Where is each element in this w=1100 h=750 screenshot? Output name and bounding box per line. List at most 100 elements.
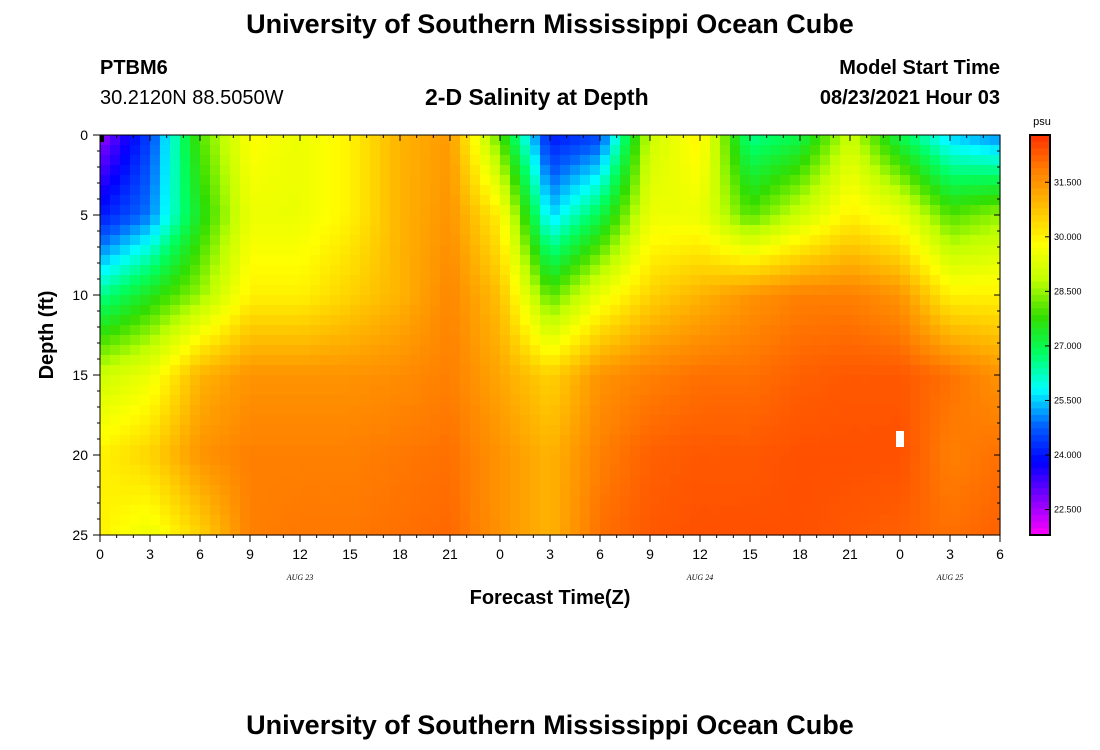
heatmap-cell (470, 515, 481, 526)
heatmap-cell (690, 315, 701, 326)
heatmap-cell (440, 375, 451, 386)
heatmap-cell (930, 225, 941, 236)
heatmap-cell (420, 255, 431, 266)
heatmap-cell (580, 185, 591, 196)
heatmap-cell (350, 215, 361, 226)
heatmap-cell (620, 185, 631, 196)
heatmap-cell (350, 355, 361, 366)
heatmap-cell (660, 275, 671, 286)
heatmap-cell (200, 325, 211, 336)
heatmap-cell (220, 205, 231, 216)
heatmap-cell (240, 375, 251, 386)
heatmap-cell (660, 345, 671, 356)
heatmap-cell (400, 415, 411, 426)
heatmap-cell (890, 335, 901, 346)
heatmap-cell (870, 325, 881, 336)
heatmap-cell (150, 235, 161, 246)
heatmap-cell (540, 425, 551, 436)
heatmap-cell (660, 395, 671, 406)
heatmap-cell (430, 375, 441, 386)
colorbar-swatch (1030, 188, 1050, 196)
heatmap-cell (290, 165, 301, 176)
heatmap-cell (110, 315, 121, 326)
heatmap-cell (140, 465, 151, 476)
heatmap-cell (160, 405, 171, 416)
heatmap-cell (420, 295, 431, 306)
colorbar-swatch (1030, 515, 1050, 523)
heatmap-cell (760, 455, 771, 466)
heatmap-cell (610, 475, 621, 486)
heatmap-cell (570, 205, 581, 216)
heatmap-cell (170, 305, 181, 316)
heatmap-cell (300, 415, 311, 426)
heatmap-cell (220, 155, 231, 166)
heatmap-cell (710, 145, 721, 156)
heatmap-cell (400, 265, 411, 276)
heatmap-cell (860, 315, 871, 326)
heatmap-cell (680, 315, 691, 326)
heatmap-cell (640, 155, 651, 166)
heatmap-cell (870, 315, 881, 326)
heatmap-cell (650, 485, 661, 496)
heatmap-cell (270, 135, 281, 146)
heatmap-cell (710, 335, 721, 346)
heatmap-cell (840, 155, 851, 166)
heatmap-cell (590, 465, 601, 476)
heatmap-cell (760, 335, 771, 346)
heatmap-cell (610, 385, 621, 396)
heatmap-cell (340, 415, 351, 426)
heatmap-cell (680, 505, 691, 516)
heatmap-cell (910, 515, 921, 526)
heatmap-cell (770, 285, 781, 296)
heatmap-cell (540, 285, 551, 296)
heatmap-cell (620, 275, 631, 286)
heatmap-cell (500, 525, 511, 536)
heatmap-cell (850, 485, 861, 496)
heatmap-cell (580, 255, 591, 266)
heatmap-cell (850, 235, 861, 246)
heatmap-cell (410, 135, 421, 146)
heatmap-cell (830, 375, 841, 386)
heatmap-cell (510, 415, 521, 426)
heatmap-cell (650, 465, 661, 476)
heatmap-cell (490, 415, 501, 426)
heatmap-cell (890, 145, 901, 156)
heatmap-cell (600, 525, 611, 536)
heatmap-cell (360, 175, 371, 186)
heatmap-cell (480, 145, 491, 156)
heatmap-cell (620, 245, 631, 256)
heatmap-cell (140, 185, 151, 196)
colorbar-frame (1029, 134, 1051, 536)
heatmap-cell (240, 505, 251, 516)
heatmap-cell (100, 265, 111, 276)
heatmap-cell (390, 275, 401, 286)
heatmap-cell (140, 345, 151, 356)
heatmap-cell (950, 255, 961, 266)
heatmap-cell (810, 155, 821, 166)
heatmap-cell (160, 495, 171, 506)
heatmap-cell (930, 345, 941, 356)
heatmap-cell (740, 235, 751, 246)
heatmap-cell (300, 315, 311, 326)
heatmap-cell (540, 365, 551, 376)
heatmap-cell (150, 465, 161, 476)
heatmap-cell (540, 405, 551, 416)
heatmap-cell (900, 205, 911, 216)
heatmap-cell (790, 445, 801, 456)
heatmap-cell (660, 425, 671, 436)
heatmap-cell (490, 435, 501, 446)
heatmap-cell (320, 525, 331, 536)
heatmap-cell (760, 285, 771, 296)
heatmap-cell (760, 475, 771, 486)
colorbar-swatch (1030, 255, 1050, 263)
heatmap-cell (840, 365, 851, 376)
x-tick-label: 9 (646, 546, 654, 562)
heatmap-cell (100, 385, 111, 396)
heatmap-cell (170, 405, 181, 416)
heatmap-cell (440, 335, 451, 346)
heatmap-cell (250, 365, 261, 376)
heatmap-cell (210, 275, 221, 286)
heatmap-cell (880, 315, 891, 326)
heatmap-cell (460, 415, 471, 426)
heatmap-cell (360, 345, 371, 356)
